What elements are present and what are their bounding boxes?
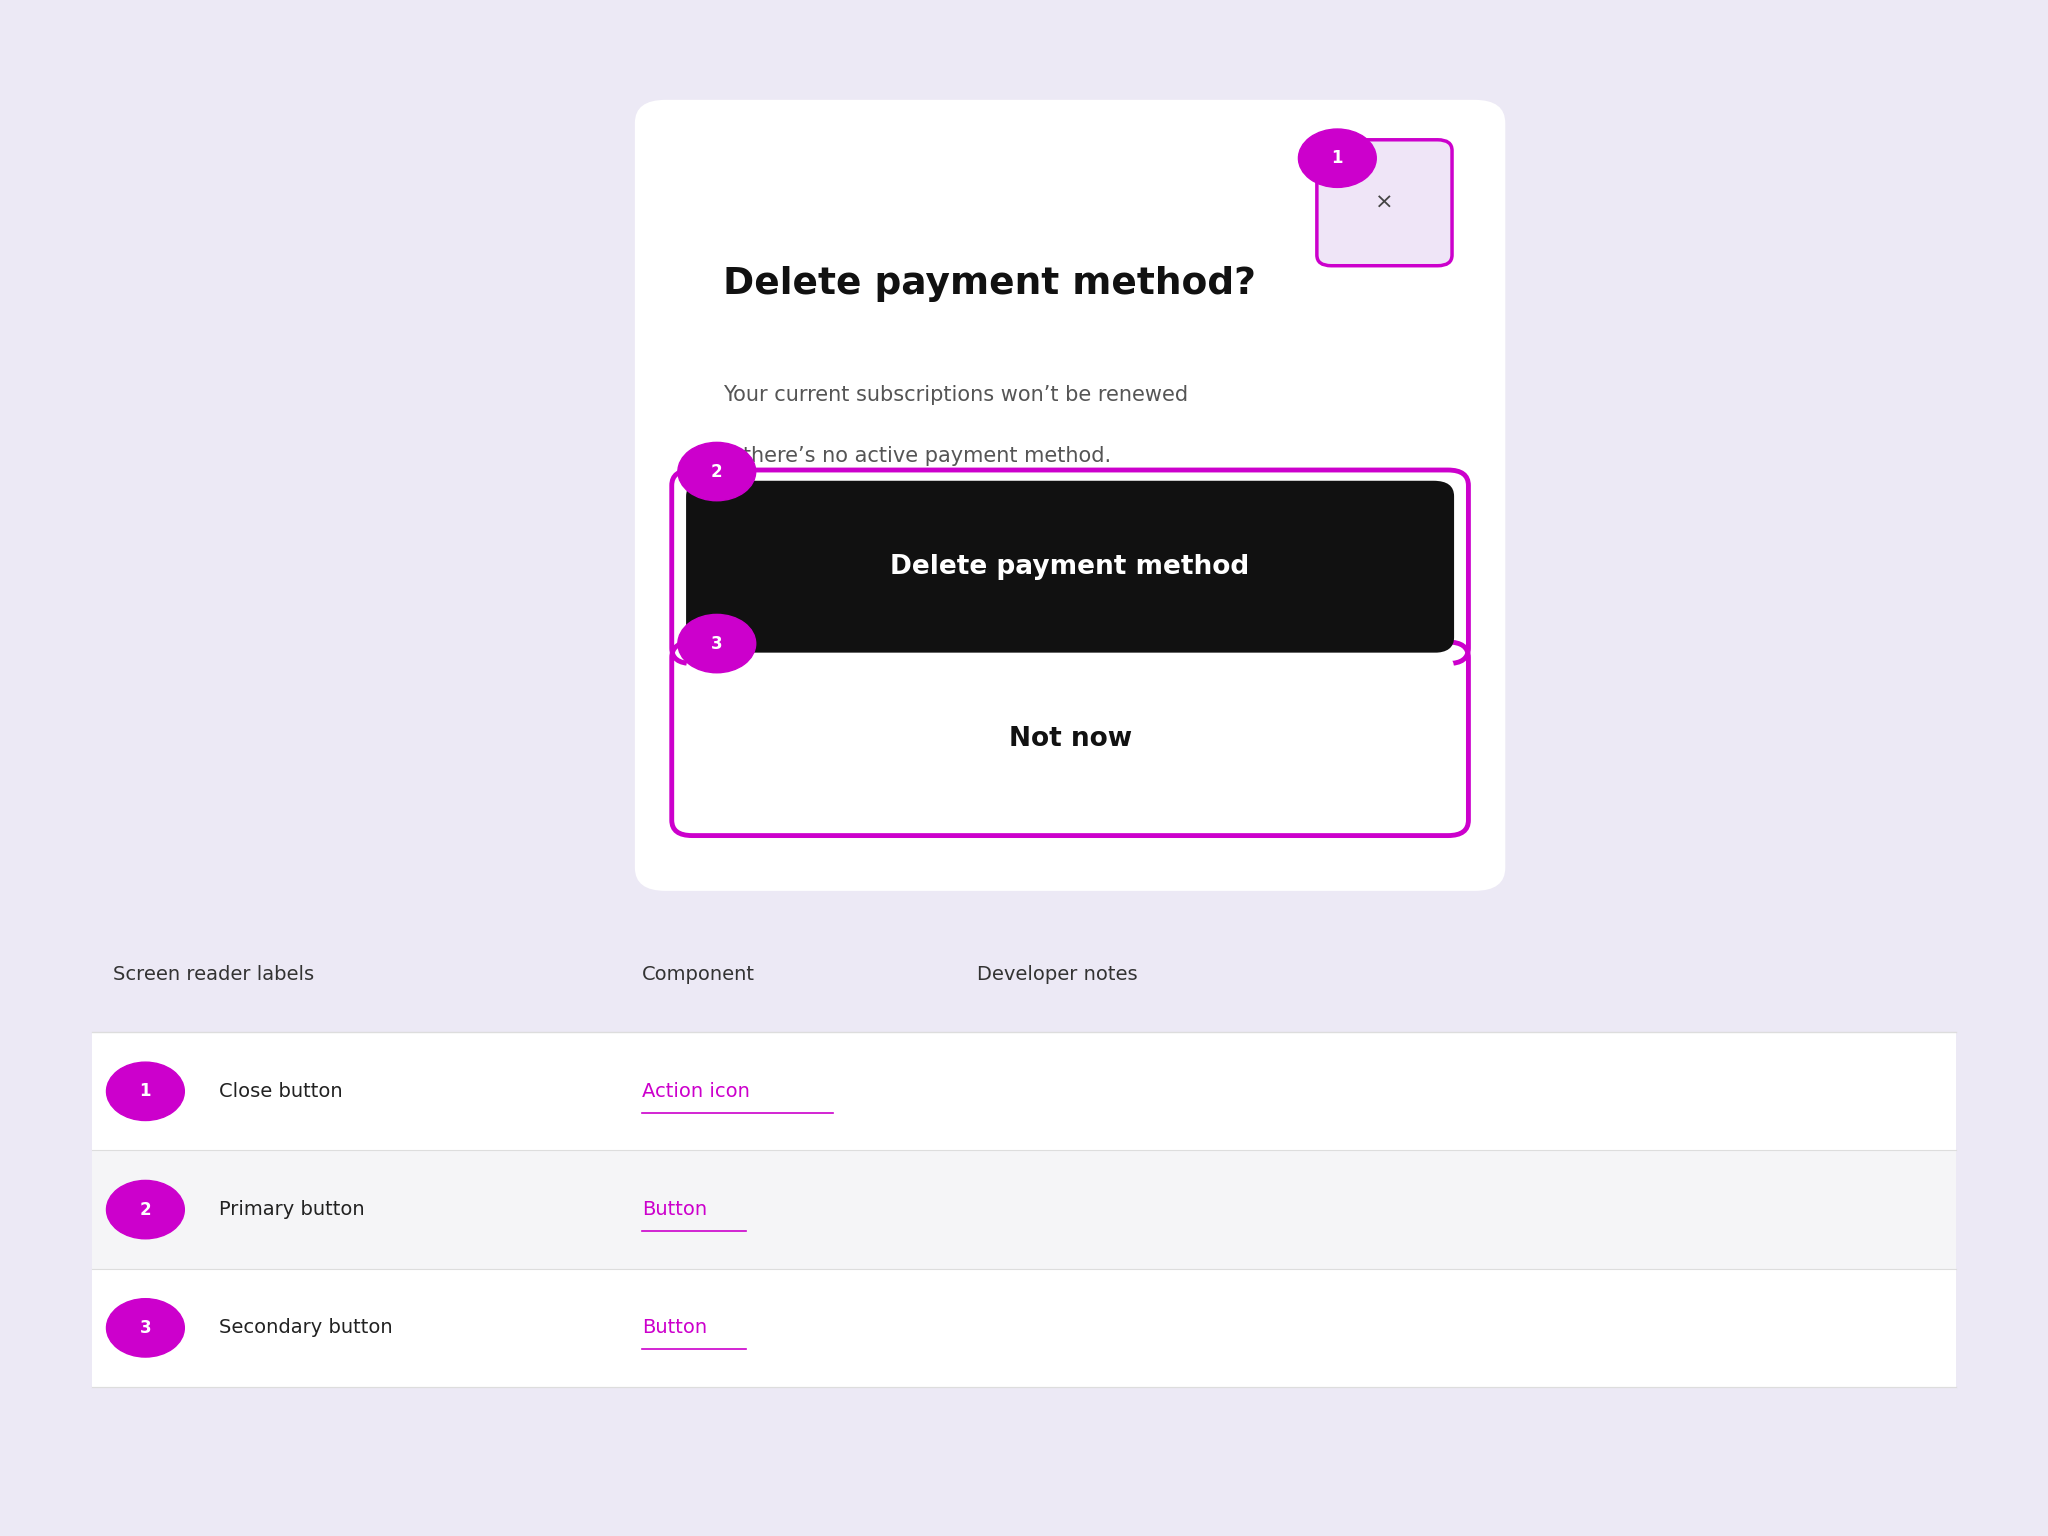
Text: 3: 3 bbox=[139, 1319, 152, 1336]
Text: Primary button: Primary button bbox=[219, 1200, 365, 1220]
Text: 2: 2 bbox=[711, 462, 723, 481]
Circle shape bbox=[678, 614, 756, 673]
FancyBboxPatch shape bbox=[686, 481, 1454, 653]
Circle shape bbox=[106, 1180, 184, 1238]
Text: Developer notes: Developer notes bbox=[977, 965, 1139, 983]
Text: ×: × bbox=[1374, 192, 1395, 214]
Text: Action icon: Action icon bbox=[641, 1081, 750, 1101]
Text: Your current subscriptions won’t be renewed: Your current subscriptions won’t be rene… bbox=[723, 384, 1188, 406]
FancyBboxPatch shape bbox=[635, 100, 1505, 891]
Circle shape bbox=[106, 1298, 184, 1358]
Circle shape bbox=[1298, 129, 1376, 187]
Circle shape bbox=[106, 1063, 184, 1121]
Text: 2: 2 bbox=[139, 1201, 152, 1218]
Circle shape bbox=[678, 442, 756, 501]
Text: Delete payment method: Delete payment method bbox=[891, 554, 1249, 579]
Text: Delete payment method?: Delete payment method? bbox=[723, 266, 1255, 303]
Text: Screen reader labels: Screen reader labels bbox=[113, 965, 313, 983]
Text: Close button: Close button bbox=[219, 1081, 342, 1101]
Bar bbox=[92, 1269, 1956, 1387]
Text: Not now: Not now bbox=[1008, 727, 1133, 751]
FancyBboxPatch shape bbox=[1317, 140, 1452, 266]
FancyBboxPatch shape bbox=[686, 653, 1454, 825]
Text: Secondary button: Secondary button bbox=[219, 1318, 393, 1338]
Text: 1: 1 bbox=[139, 1083, 152, 1100]
Text: Button: Button bbox=[641, 1318, 707, 1338]
Bar bbox=[92, 1150, 1956, 1269]
Bar bbox=[92, 1032, 1956, 1150]
Text: Button: Button bbox=[641, 1200, 707, 1220]
Text: 3: 3 bbox=[711, 634, 723, 653]
Text: if there’s no active payment method.: if there’s no active payment method. bbox=[723, 445, 1112, 467]
Text: Component: Component bbox=[641, 965, 756, 983]
Text: 1: 1 bbox=[1331, 149, 1343, 167]
